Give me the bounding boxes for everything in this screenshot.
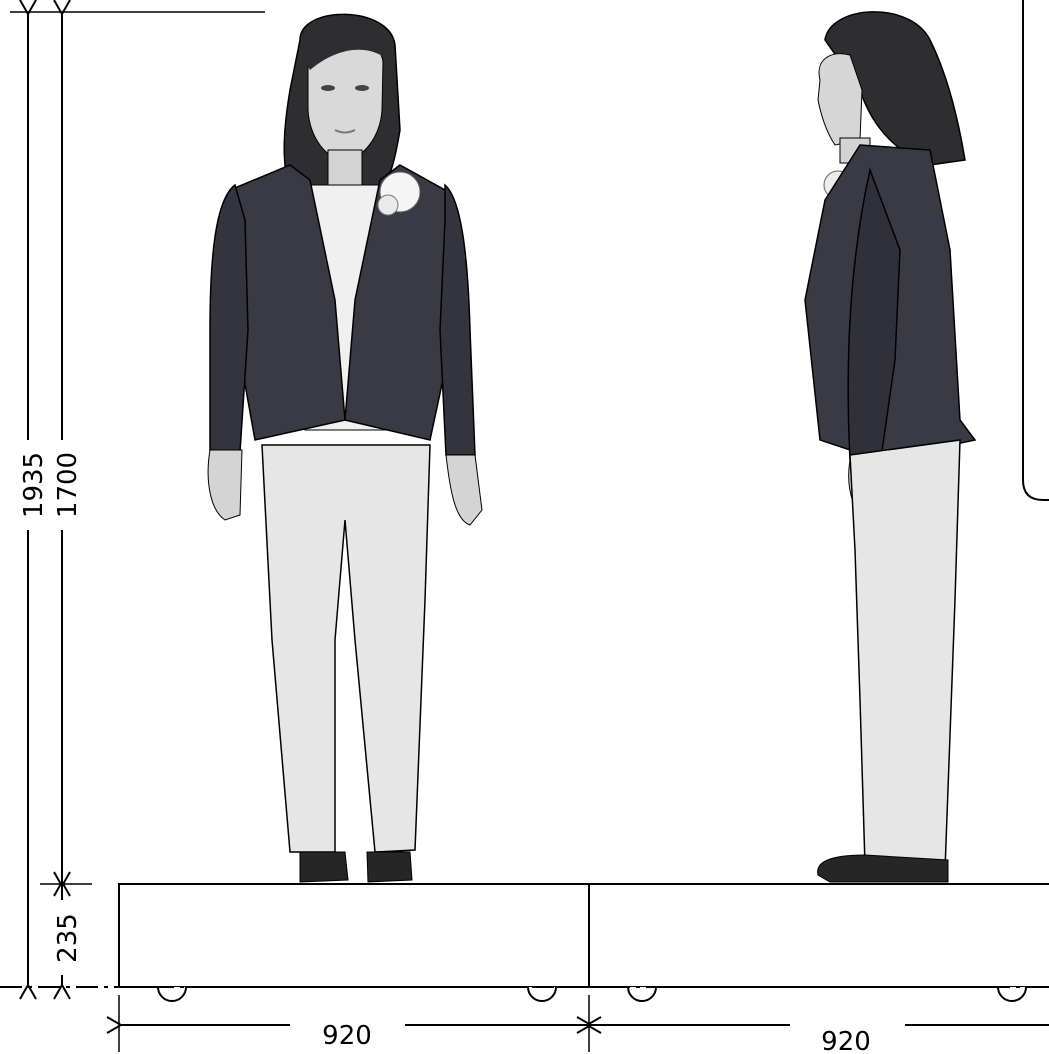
front-right-hand [445, 454, 483, 526]
side-base [588, 883, 1049, 988]
side-hair [824, 11, 966, 166]
front-left-shoe [299, 851, 349, 883]
label-robot-height: 1700 [53, 452, 83, 518]
label-front-width: 920 [322, 1021, 372, 1051]
front-right-shoe [366, 851, 413, 883]
front-left-sleeve [209, 183, 249, 453]
caster [527, 986, 557, 1002]
front-view-figure [207, 13, 483, 883]
info-box-outline [1022, 0, 1049, 501]
front-base [118, 883, 590, 988]
caster [627, 986, 657, 1002]
front-left-hand [207, 449, 243, 521]
front-pants [261, 444, 431, 853]
label-base-height: 235 [53, 913, 83, 963]
front-bangs [305, 35, 388, 70]
side-view-figure [804, 11, 977, 883]
label-total-height: 1935 [19, 452, 49, 518]
side-pants [849, 439, 961, 871]
side-shoe [817, 854, 949, 883]
caster [157, 986, 187, 1002]
label-side-width: 920 [821, 1027, 871, 1054]
front-right-sleeve [439, 183, 476, 456]
caster [997, 986, 1027, 1002]
